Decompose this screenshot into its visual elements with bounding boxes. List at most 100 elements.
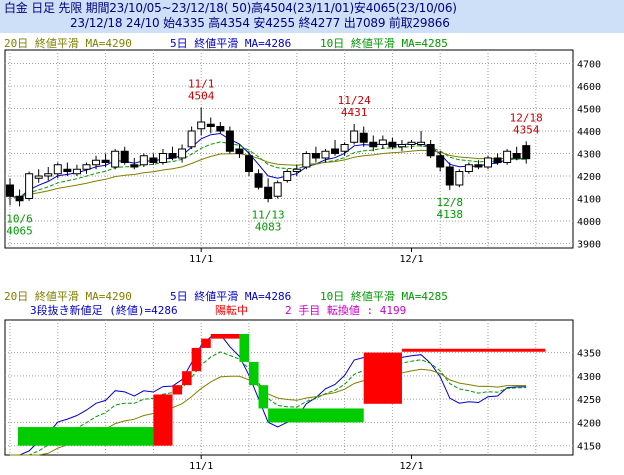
tlb-block-down <box>268 408 364 423</box>
candle-body <box>397 144 406 148</box>
candlestick-panel: 3900 4000 4100 4200 4300 4400 4500 4600 4700 11/1… <box>4 36 601 265</box>
candle-panel-legend-ma5: 5日 終値平滑 MA=4286 <box>170 36 291 50</box>
candle-body <box>82 164 91 170</box>
candle-body <box>15 195 24 202</box>
tlb-turn-value: 2 手目 転換値 : 4199 <box>285 303 406 317</box>
candle-body <box>254 173 263 188</box>
tlb-panel-y-tick-label: 4350 <box>577 349 601 360</box>
candle-panel-y-tick-label: 4600 <box>577 82 601 93</box>
candle-body <box>350 130 359 143</box>
candle-body <box>92 159 101 166</box>
candle-body <box>426 144 435 157</box>
candle-body <box>464 164 473 172</box>
candle-panel-y-tick-label: 4000 <box>577 217 601 228</box>
candle-body <box>503 150 512 163</box>
candle-body <box>101 159 110 163</box>
candle-body <box>235 148 244 154</box>
candle-body <box>302 153 311 168</box>
annotation-date: 12/8 <box>437 196 464 209</box>
header-band: 白金 日足 先限 期間23/10/05~23/12/18( 50)高4504(2… <box>0 0 624 33</box>
tlb-block-down <box>258 385 269 409</box>
annotation-date: 10/6 <box>6 212 33 225</box>
tlb-panel-y-tick-label: 4200 <box>577 418 601 429</box>
annotation-value: 4065 <box>6 224 33 237</box>
candle-body <box>311 153 320 159</box>
candle-panel-y-tick-label: 4100 <box>577 195 601 206</box>
annotation-value: 4138 <box>437 208 464 221</box>
candle-body <box>417 141 426 145</box>
annotation-value: 4504 <box>188 90 215 103</box>
candle-body <box>139 155 148 166</box>
candle-body <box>321 150 330 159</box>
candle-body <box>522 145 531 160</box>
tlb-block-down <box>18 427 154 446</box>
candle-body <box>63 168 72 172</box>
annotation-date: 11/13 <box>252 208 285 221</box>
tlb-panel-x-tick-label: 11/1 <box>189 461 213 472</box>
candle-body <box>206 123 215 127</box>
candle-body <box>53 164 62 175</box>
tlb-block-down <box>249 361 259 386</box>
annotation-value: 4083 <box>255 220 282 233</box>
candle-body <box>388 141 397 148</box>
candle-body <box>111 150 120 168</box>
candle-body <box>187 130 196 148</box>
candle-panel-y-tick-label: 4300 <box>577 150 601 161</box>
candle-body <box>6 184 14 197</box>
candle-body <box>25 173 34 199</box>
candle-body <box>493 157 502 163</box>
candle-body <box>34 175 43 179</box>
candle-panel-y-tick-label: 4500 <box>577 105 601 116</box>
annotation-date: 12/18 <box>510 111 543 124</box>
tlb-panel-legend-ma5: 5日 終値平滑 MA=4286 <box>170 289 291 303</box>
candle-panel-x-tick-label: 11/1 <box>189 254 213 265</box>
candle-panel-y-tick-label: 4700 <box>577 60 601 71</box>
candle-body <box>512 153 521 159</box>
tlb-panel-y-tick-label: 4150 <box>577 442 601 453</box>
three-line-break-panel: 4150 4200 4250 4300 4350 11/1 12/1 20日 終値平滑 MA=… <box>4 289 601 472</box>
candle-panel-x-tick-label: 12/1 <box>399 254 423 265</box>
candle-body <box>283 171 292 181</box>
header-line-1: 白金 日足 先限 期間23/10/05~23/12/18( 50)高4504(2… <box>4 1 457 15</box>
candle-body <box>245 155 253 172</box>
candle-body <box>120 150 129 163</box>
candle-panel-frame <box>4 49 574 249</box>
candle-body <box>331 148 340 154</box>
tlb-panel-y-tick-label: 4250 <box>577 395 601 406</box>
candle-body <box>369 141 378 148</box>
annotation-value: 4431 <box>341 106 368 119</box>
candle-body <box>178 148 187 159</box>
candle-body <box>44 173 53 177</box>
tlb-block-up <box>172 385 183 395</box>
candle-panel-legend-ma20: 20日 終値平滑 MA=4290 <box>4 36 132 50</box>
tlb-status: 陽転中 <box>215 304 248 317</box>
tlb-block-up <box>363 352 402 404</box>
candle-body <box>359 132 368 143</box>
annotation-date: 11/1 <box>188 78 215 91</box>
candle-body <box>273 182 282 197</box>
candle-body <box>436 155 445 168</box>
candle-body <box>149 157 158 163</box>
header-line-2: 23/12/18 24/10 始4335 高4354 安4255 終4277 出… <box>70 16 450 30</box>
candle-body <box>264 186 273 199</box>
tlb-block-up <box>201 338 211 348</box>
candle-body <box>292 168 301 172</box>
candle-panel-ma10-line <box>9 141 527 198</box>
candle-body <box>340 144 349 152</box>
candle-panel-y-tick-label: 4400 <box>577 127 601 138</box>
tlb-block-up <box>153 394 173 446</box>
tlb-block-up <box>210 333 240 339</box>
candle-body <box>216 126 225 132</box>
annotation-value: 4354 <box>513 123 540 136</box>
candle-body <box>72 168 81 175</box>
candle-body <box>378 139 387 145</box>
tlb-subtitle-label: 3段抜き新値足 (終値)=4286 <box>30 303 178 317</box>
candle-body <box>225 130 234 152</box>
tlb-block-up <box>191 347 202 372</box>
candle-body <box>158 153 167 163</box>
tlb-panel-legend-ma10: 10日 終値平滑 MA=4285 <box>320 289 448 303</box>
candle-body <box>168 153 177 159</box>
candle-body <box>197 121 206 130</box>
tlb-panel-ma10-line <box>10 351 527 456</box>
candle-body <box>484 157 492 168</box>
